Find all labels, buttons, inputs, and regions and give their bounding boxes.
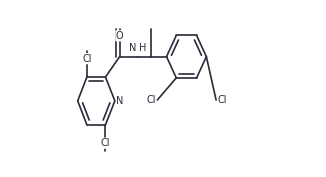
Text: Cl: Cl xyxy=(82,54,92,64)
Text: O: O xyxy=(116,31,124,41)
Text: N: N xyxy=(129,43,137,53)
Text: Cl: Cl xyxy=(146,95,156,105)
Text: N: N xyxy=(116,96,124,106)
Text: Cl: Cl xyxy=(218,95,227,105)
Text: Cl: Cl xyxy=(101,138,110,148)
Text: H: H xyxy=(139,43,146,53)
